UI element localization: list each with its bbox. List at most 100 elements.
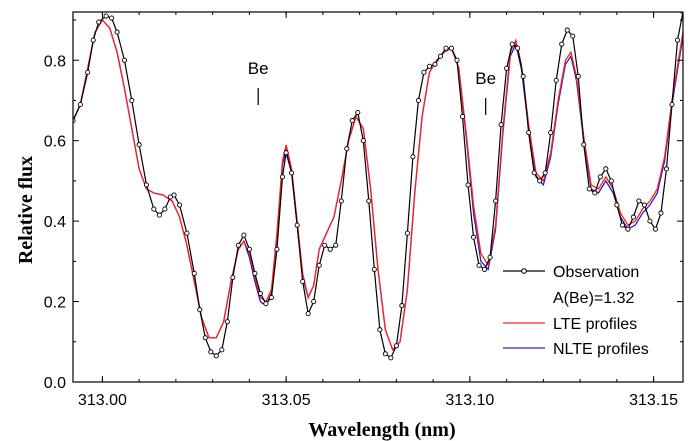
observation-point (121, 57, 127, 63)
observation-point (213, 353, 219, 359)
observation-point (316, 262, 322, 268)
observation-point (597, 174, 603, 180)
observation-point (432, 61, 438, 67)
observation-point (114, 29, 120, 35)
observation-point (548, 130, 554, 136)
observation-point (349, 118, 355, 124)
observation-point (498, 122, 504, 128)
observation-point (246, 246, 252, 252)
observation-point (603, 166, 609, 172)
observation-point (305, 311, 311, 317)
annotation-label-be: Be (475, 69, 496, 88)
observation-point (559, 41, 565, 47)
observation-point (674, 37, 681, 43)
y-axis-title: Relative flux (15, 156, 37, 264)
annotation-layer: Be Be (248, 59, 496, 115)
observation-point (96, 19, 102, 25)
y-tick-label: 0.8 (44, 53, 66, 70)
y-tick-label: 0.4 (44, 214, 66, 231)
observation-point (184, 230, 190, 236)
observation-point (636, 198, 642, 204)
observation-point (167, 194, 173, 200)
y-tick-label: 0.0 (44, 375, 66, 392)
observation-point (564, 27, 570, 33)
observation-point (143, 182, 150, 188)
observation-point (476, 262, 482, 268)
observation-point (338, 198, 344, 204)
observation-point (592, 190, 598, 196)
observation-point (526, 130, 532, 136)
observation-point (426, 63, 433, 69)
observation-point (658, 210, 664, 216)
observation-point (537, 178, 543, 184)
observation-point (268, 294, 274, 301)
observation-point (515, 45, 521, 51)
observation-point (241, 232, 247, 238)
observation-point (443, 45, 449, 51)
observation-point (415, 97, 421, 104)
observation-point (465, 182, 471, 188)
observation-point (371, 266, 377, 272)
observation-point (470, 234, 477, 240)
observation-point (311, 299, 317, 305)
observation-point (652, 226, 658, 232)
observation-point (289, 170, 295, 176)
observation-point (235, 242, 241, 248)
observation-point (294, 222, 300, 228)
observation-point (647, 218, 653, 224)
annotation-label-be: Be (248, 59, 269, 78)
legend-label-abundance: A(Be)=1.32 (553, 290, 634, 307)
observation-point (366, 198, 372, 204)
observation-point (377, 327, 383, 333)
observation-point (570, 33, 576, 39)
x-tick-label: 313.15 (629, 392, 678, 409)
observation-point (404, 230, 410, 236)
observation-point (388, 355, 394, 361)
observation-point (90, 37, 96, 43)
observation-point (454, 57, 460, 63)
observation-point (171, 192, 177, 198)
observation-point (177, 202, 183, 208)
series-line-lte-profiles (73, 18, 683, 352)
observation-point (586, 186, 592, 192)
observation-point (482, 266, 488, 272)
observation-point (202, 335, 208, 341)
observation-point (360, 138, 366, 144)
observation-point (162, 206, 168, 212)
observation-point (156, 212, 162, 218)
observation-point (208, 349, 214, 355)
observation-point (531, 170, 537, 176)
observation-point (410, 154, 416, 160)
observation-point (504, 65, 510, 71)
observation-point (109, 15, 115, 21)
observation-point (509, 41, 515, 47)
observation-point (581, 142, 587, 148)
observation-point (263, 301, 269, 307)
observation-point (333, 242, 339, 248)
observation-point (421, 69, 427, 75)
series-layer (73, 12, 683, 361)
x-axis-title: Wavelength (nm) (308, 419, 455, 441)
observation-point (355, 109, 361, 116)
y-tick-label: 0.6 (44, 134, 66, 151)
observation-point (553, 77, 559, 83)
observation-point (493, 198, 499, 204)
observation-point (663, 166, 670, 172)
observation-point (542, 170, 548, 176)
observation-point (520, 73, 526, 79)
observation-point (77, 101, 83, 108)
legend-label-nlte: NLTE profiles (553, 341, 649, 358)
observation-point (283, 150, 289, 156)
observation-point (344, 146, 350, 152)
observation-point (619, 222, 625, 228)
legend-label-observation: Observation (553, 264, 639, 281)
observation-point (151, 206, 157, 212)
observation-point (136, 142, 142, 148)
observation-point (487, 254, 493, 260)
observation-point (224, 319, 230, 325)
observation-point (219, 347, 225, 353)
x-tick-label: 313.10 (445, 392, 494, 409)
y-tick-label: 0.2 (44, 295, 66, 312)
observation-point (459, 114, 466, 120)
legend-marker-observation (521, 268, 527, 274)
